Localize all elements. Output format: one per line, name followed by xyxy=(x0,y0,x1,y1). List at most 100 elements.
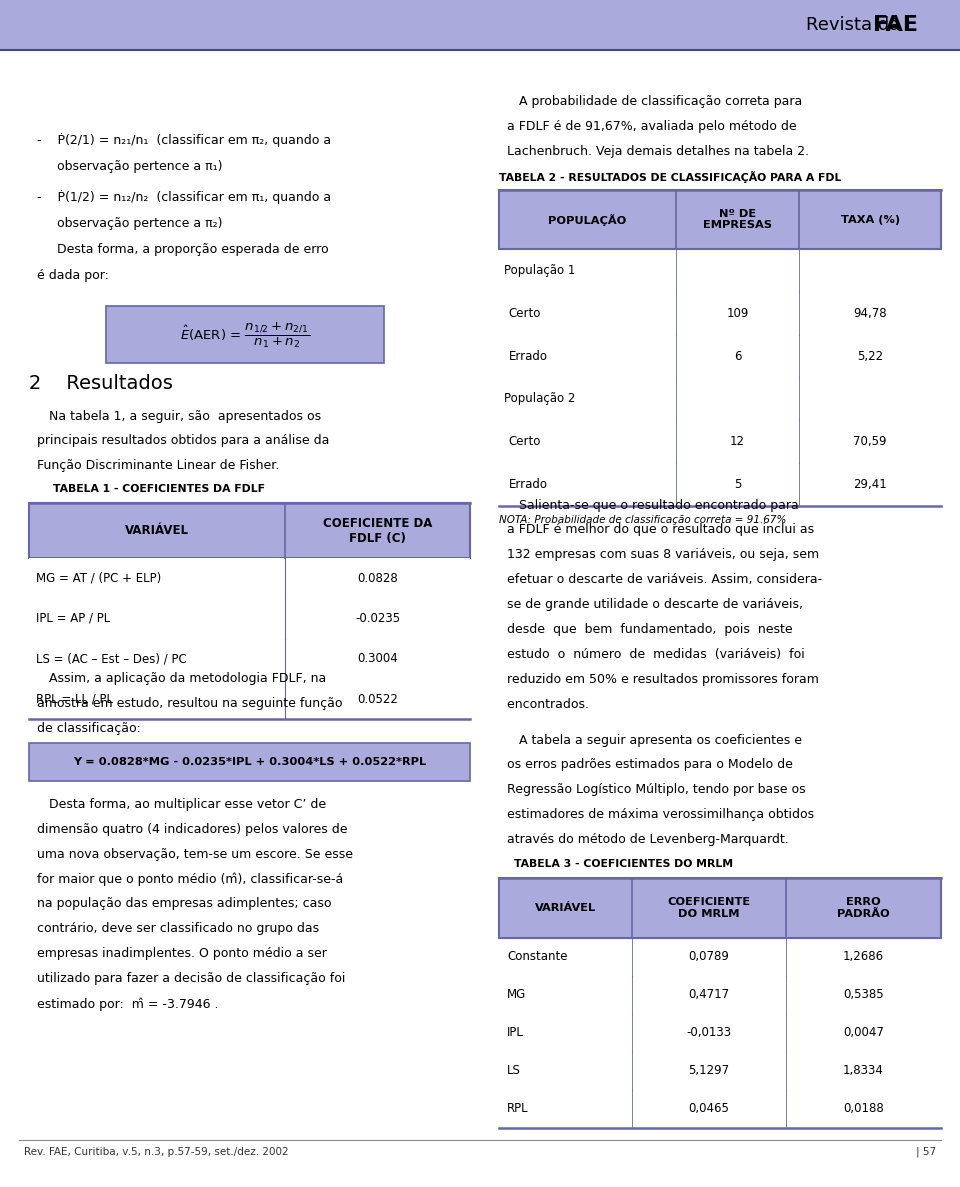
Text: Desta forma, ao multiplicar esse vetor C’ de: Desta forma, ao multiplicar esse vetor C… xyxy=(29,798,326,811)
Text: -    Ṗ(2/1) = n₂₁/n₁  (classificar em π₂, quando a: - Ṗ(2/1) = n₂₁/n₁ (classificar em π₂, qu… xyxy=(29,133,331,147)
Text: 5,1297: 5,1297 xyxy=(688,1065,730,1077)
Text: 12: 12 xyxy=(731,436,745,447)
Text: Revista da: Revista da xyxy=(806,15,900,34)
Text: observação pertence a π₁): observação pertence a π₁) xyxy=(29,160,223,173)
Text: 132 empresas com suas 8 variáveis, ou seja, sem: 132 empresas com suas 8 variáveis, ou se… xyxy=(499,548,819,561)
Text: for maior que o ponto médio (m̂), classificar-se-á: for maior que o ponto médio (m̂), classi… xyxy=(29,872,343,886)
Bar xyxy=(106,306,384,363)
Text: os erros padrões estimados para o Modelo de: os erros padrões estimados para o Modelo… xyxy=(499,758,793,772)
Text: encontrados.: encontrados. xyxy=(499,698,589,711)
Text: TABELA 2 - RESULTADOS DE CLASSIFICAÇÃO PARA A FDL: TABELA 2 - RESULTADOS DE CLASSIFICAÇÃO P… xyxy=(499,171,842,183)
Text: 5,22: 5,22 xyxy=(857,350,883,362)
Text: Desta forma, a proporção esperada de erro: Desta forma, a proporção esperada de err… xyxy=(29,243,328,256)
Text: estimado por:  m̂ = -3.7946 .: estimado por: m̂ = -3.7946 . xyxy=(29,997,218,1010)
Text: 0,5385: 0,5385 xyxy=(843,989,884,1001)
Text: TAXA (%): TAXA (%) xyxy=(841,215,900,224)
Text: Certo: Certo xyxy=(509,307,541,319)
Text: 5: 5 xyxy=(734,478,741,490)
Text: 0.0828: 0.0828 xyxy=(357,572,398,584)
Bar xyxy=(499,190,941,249)
Text: VARIÁVEL: VARIÁVEL xyxy=(125,525,189,537)
Text: Salienta-se que o resultado encontrado para: Salienta-se que o resultado encontrado p… xyxy=(499,499,799,512)
Text: A probabilidade de classificação correta para: A probabilidade de classificação correta… xyxy=(499,95,803,108)
Text: através do método de Levenberg-Marquardt.: através do método de Levenberg-Marquardt… xyxy=(499,833,789,846)
Text: reduzido em 50% e resultados promissores foram: reduzido em 50% e resultados promissores… xyxy=(499,673,819,686)
Text: População 1: População 1 xyxy=(504,265,575,277)
Text: 0,0789: 0,0789 xyxy=(688,951,730,963)
Text: uma nova observação, tem-se um escore. Se esse: uma nova observação, tem-se um escore. S… xyxy=(29,848,353,861)
Text: TABELA 3 - COEFICIENTES DO MRLM: TABELA 3 - COEFICIENTES DO MRLM xyxy=(514,859,732,869)
Text: -0,0133: -0,0133 xyxy=(686,1027,732,1039)
Text: IPL = AP / PL: IPL = AP / PL xyxy=(36,612,110,624)
Bar xyxy=(29,639,470,679)
Text: Na tabela 1, a seguir, são  apresentados os: Na tabela 1, a seguir, são apresentados … xyxy=(29,410,321,423)
Text: 94,78: 94,78 xyxy=(853,307,887,319)
Bar xyxy=(0,0,960,50)
Text: 1,2686: 1,2686 xyxy=(843,951,884,963)
Text: Função Discriminante Linear de Fisher.: Função Discriminante Linear de Fisher. xyxy=(29,459,279,472)
Text: 0,0465: 0,0465 xyxy=(688,1103,730,1115)
Text: MG: MG xyxy=(507,989,526,1001)
Bar xyxy=(29,743,470,781)
Text: Regressão Logístico Múltiplo, tendo por base os: Regressão Logístico Múltiplo, tendo por … xyxy=(499,783,805,796)
Text: observação pertence a π₂): observação pertence a π₂) xyxy=(29,217,223,230)
Bar xyxy=(29,679,470,719)
Text: 70,59: 70,59 xyxy=(853,436,887,447)
Text: RPL: RPL xyxy=(507,1103,529,1115)
Bar xyxy=(29,503,470,558)
Text: a FDLF é de 91,67%, avaliada pelo método de: a FDLF é de 91,67%, avaliada pelo método… xyxy=(499,120,797,133)
Text: Assim, a aplicação da metodologia FDLF, na: Assim, a aplicação da metodologia FDLF, … xyxy=(29,672,326,685)
Text: é dada por:: é dada por: xyxy=(29,269,108,283)
Text: contrário, deve ser classificado no grupo das: contrário, deve ser classificado no grup… xyxy=(29,922,319,935)
Text: de classificação:: de classificação: xyxy=(29,722,141,735)
Text: VARIÁVEL: VARIÁVEL xyxy=(535,903,596,913)
Text: Errado: Errado xyxy=(509,350,548,362)
Text: COEFICIENTE DA
FDLF (C): COEFICIENTE DA FDLF (C) xyxy=(323,516,432,545)
Text: POPULAÇÃO: POPULAÇÃO xyxy=(548,214,627,226)
Text: empresas inadimplentes. O ponto médio a ser: empresas inadimplentes. O ponto médio a … xyxy=(29,947,326,960)
Text: Errado: Errado xyxy=(509,478,548,490)
Text: Nº DE
EMPRESAS: Nº DE EMPRESAS xyxy=(703,209,772,230)
Text: LS: LS xyxy=(507,1065,520,1077)
Text: COEFICIENTE
DO MRLM: COEFICIENTE DO MRLM xyxy=(667,897,751,919)
Text: desde  que  bem  fundamentado,  pois  neste: desde que bem fundamentado, pois neste xyxy=(499,623,793,636)
Text: 6: 6 xyxy=(733,350,741,362)
Text: estimadores de máxima verossimilhança obtidos: estimadores de máxima verossimilhança ob… xyxy=(499,808,814,821)
Text: População 2: População 2 xyxy=(504,393,575,405)
Text: $\hat{E}$(AER) = $\dfrac{n_{1/2} + n_{2/1}}{n_1 + n_2}$: $\hat{E}$(AER) = $\dfrac{n_{1/2} + n_{2/… xyxy=(180,319,310,350)
Text: 0,0047: 0,0047 xyxy=(843,1027,884,1039)
Text: IPL: IPL xyxy=(507,1027,524,1039)
Text: FAE: FAE xyxy=(873,15,918,34)
Text: Lachenbruch. Veja demais detalhes na tabela 2.: Lachenbruch. Veja demais detalhes na tab… xyxy=(499,145,809,158)
Text: ERRO
PADRÃO: ERRO PADRÃO xyxy=(837,897,890,919)
Text: TABELA 1 - COEFICIENTES DA FDLF: TABELA 1 - COEFICIENTES DA FDLF xyxy=(53,484,265,494)
Text: RPL = LL / PL: RPL = LL / PL xyxy=(36,693,113,705)
Text: utilizado para fazer a decisão de classificação foi: utilizado para fazer a decisão de classi… xyxy=(29,972,346,985)
Text: dimensão quatro (4 indicadores) pelos valores de: dimensão quatro (4 indicadores) pelos va… xyxy=(29,823,348,836)
Text: se de grande utilidade o descarte de variáveis,: se de grande utilidade o descarte de var… xyxy=(499,598,804,611)
Text: Rev. FAE, Curitiba, v.5, n.3, p.57-59, set./dez. 2002: Rev. FAE, Curitiba, v.5, n.3, p.57-59, s… xyxy=(24,1147,289,1156)
Text: principais resultados obtidos para a análise da: principais resultados obtidos para a aná… xyxy=(29,434,329,447)
Text: 29,41: 29,41 xyxy=(853,478,887,490)
Text: 1,8334: 1,8334 xyxy=(843,1065,884,1077)
Text: -0.0235: -0.0235 xyxy=(355,612,400,624)
Text: -    Ṗ(1/2) = n₁₂/n₂  (classificar em π₁, quando a: - Ṗ(1/2) = n₁₂/n₂ (classificar em π₁, qu… xyxy=(29,190,331,204)
Text: Constante: Constante xyxy=(507,951,567,963)
Bar xyxy=(29,558,470,598)
Text: Y = 0.0828*MG - 0.0235*IPL + 0.3004*LS + 0.0522*RPL: Y = 0.0828*MG - 0.0235*IPL + 0.3004*LS +… xyxy=(73,757,426,767)
Text: | 57: | 57 xyxy=(916,1147,936,1157)
Text: LS = (AC – Est – Des) / PC: LS = (AC – Est – Des) / PC xyxy=(36,653,187,665)
Bar xyxy=(29,598,470,639)
Text: MG = AT / (PC + ELP): MG = AT / (PC + ELP) xyxy=(36,572,161,584)
Text: estudo  o  número  de  medidas  (variáveis)  foi: estudo o número de medidas (variáveis) f… xyxy=(499,648,804,661)
Text: efetuar o descarte de variáveis. Assim, considera-: efetuar o descarte de variáveis. Assim, … xyxy=(499,573,823,586)
Text: 0,0188: 0,0188 xyxy=(843,1103,884,1115)
Text: 0.3004: 0.3004 xyxy=(357,653,398,665)
Text: A tabela a seguir apresenta os coeficientes e: A tabela a seguir apresenta os coeficien… xyxy=(499,734,803,747)
Bar xyxy=(499,878,941,938)
Text: 109: 109 xyxy=(727,307,749,319)
Text: 2    Resultados: 2 Resultados xyxy=(29,374,173,393)
Text: a FDLF é melhor do que o resultado que inclui as: a FDLF é melhor do que o resultado que i… xyxy=(499,523,814,537)
Text: amostra em estudo, resultou na seguinte função: amostra em estudo, resultou na seguinte … xyxy=(29,697,343,710)
Text: 0.0522: 0.0522 xyxy=(357,693,398,705)
